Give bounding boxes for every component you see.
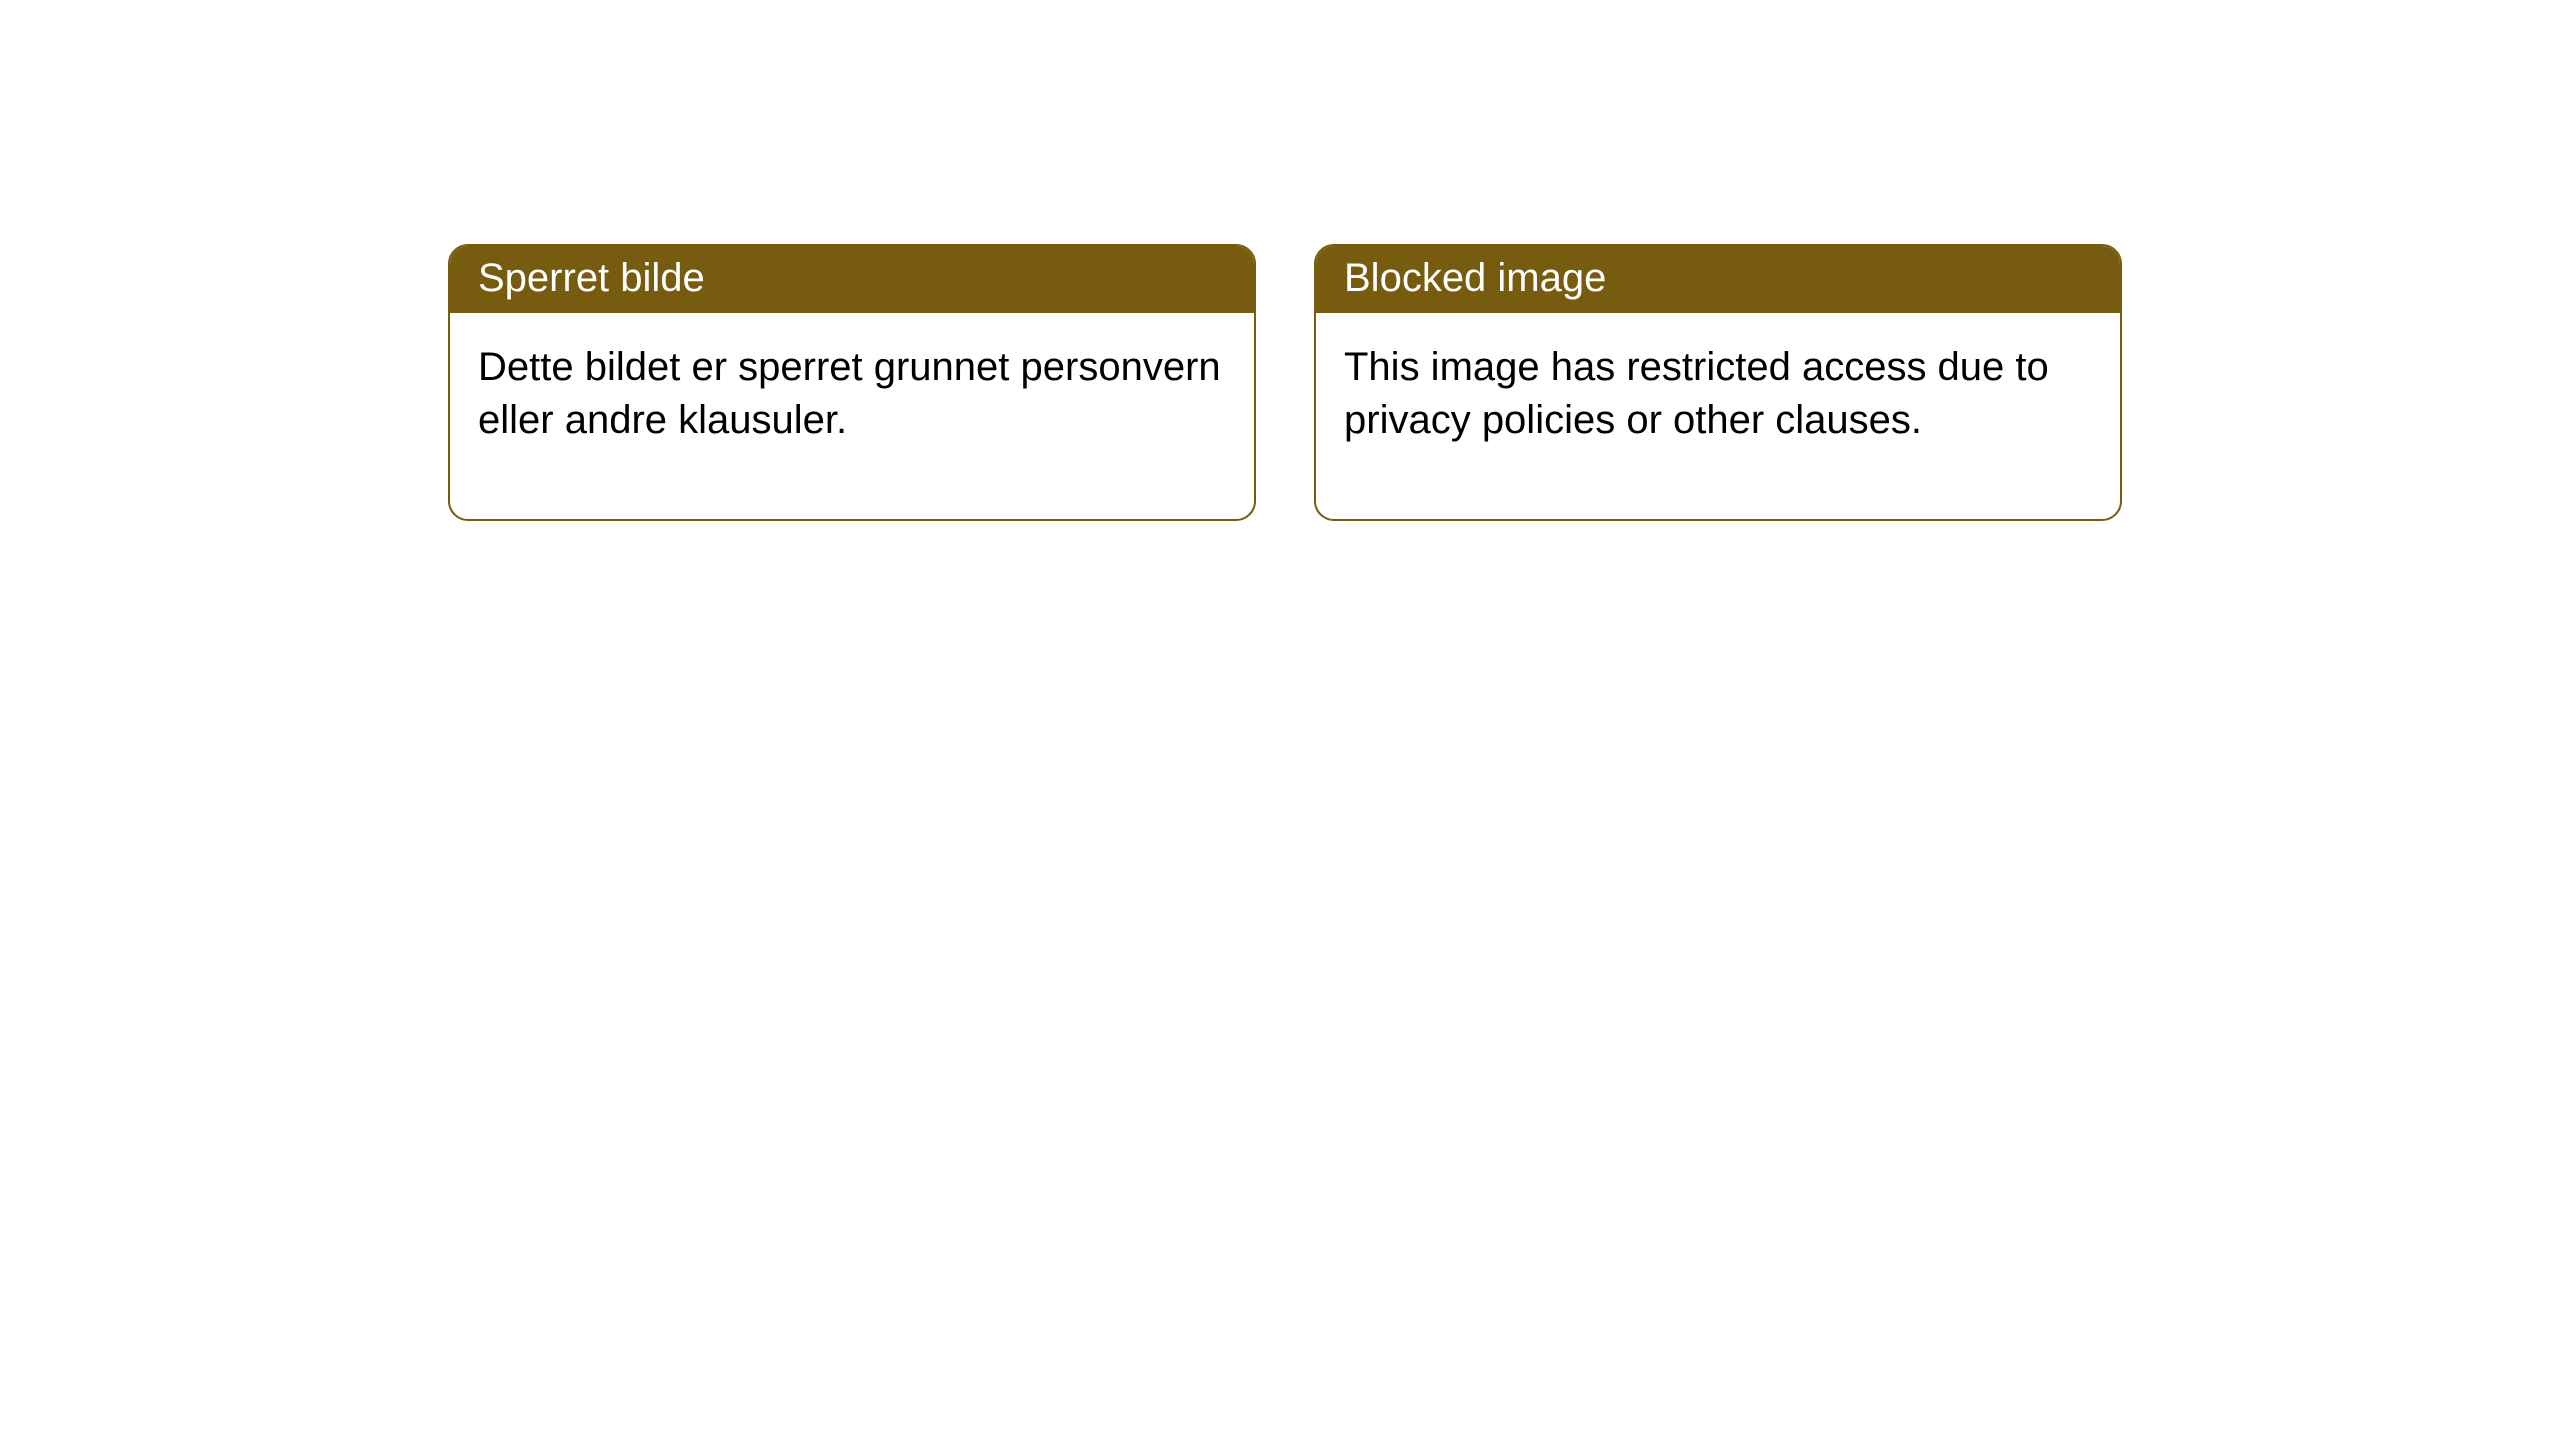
notice-card-body-en: This image has restricted access due to … [1316, 313, 2120, 519]
notice-container: Sperret bilde Dette bildet er sperret gr… [0, 0, 2560, 521]
notice-card-title-no: Sperret bilde [450, 246, 1254, 313]
notice-card-title-en: Blocked image [1316, 246, 2120, 313]
notice-card-body-no: Dette bildet er sperret grunnet personve… [450, 313, 1254, 519]
notice-card-no: Sperret bilde Dette bildet er sperret gr… [448, 244, 1256, 521]
notice-card-en: Blocked image This image has restricted … [1314, 244, 2122, 521]
